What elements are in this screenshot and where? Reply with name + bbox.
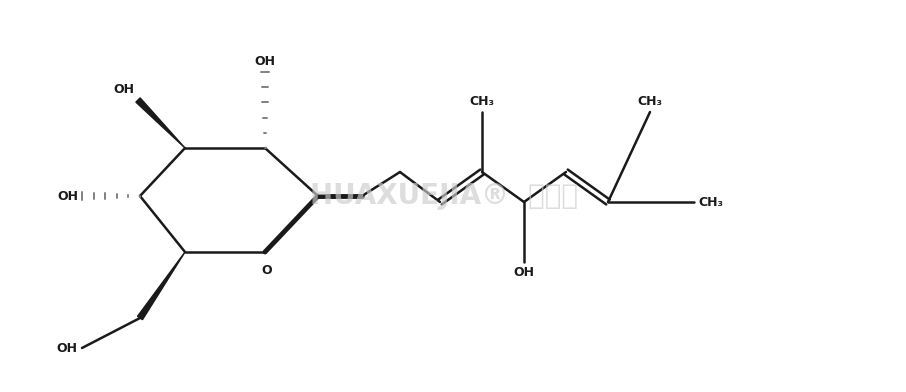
Polygon shape	[138, 252, 185, 320]
Text: CH₃: CH₃	[698, 196, 723, 209]
Text: OH: OH	[514, 266, 535, 279]
Text: O: O	[262, 264, 273, 277]
Text: HUAXUEJIA®  化学加: HUAXUEJIA® 化学加	[310, 182, 578, 210]
Text: CH₃: CH₃	[638, 95, 662, 108]
Polygon shape	[136, 98, 185, 148]
Text: OH: OH	[56, 341, 77, 354]
Text: OH: OH	[57, 189, 78, 203]
Text: OH: OH	[255, 55, 275, 68]
Text: CH₃: CH₃	[469, 95, 495, 108]
Text: OH: OH	[113, 83, 134, 96]
